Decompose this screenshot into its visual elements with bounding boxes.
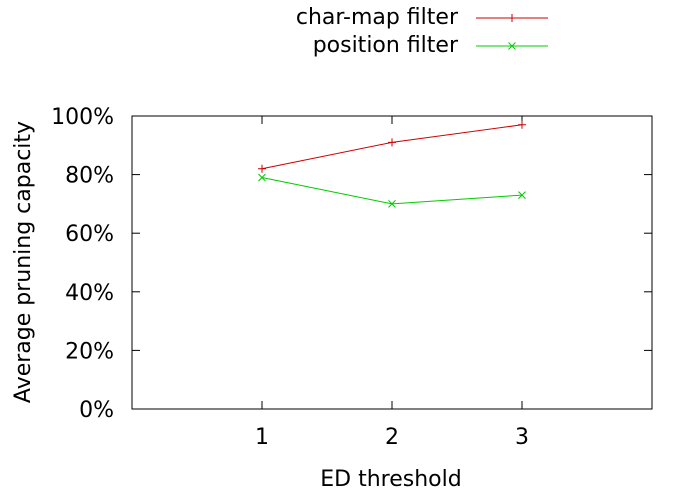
data-point-0 [388,138,396,147]
legend-label-char-map: char-map filter [296,5,459,30]
legend-marker-0 [508,14,516,22]
y-tick-label: 0% [79,398,114,423]
y-tick-label: 20% [65,339,114,364]
y-tick-label: 100% [51,105,114,130]
series-lines [258,120,526,208]
plot-frame [131,115,653,410]
legend-marker-1 [508,42,516,50]
data-point-0 [258,164,266,173]
y-tick-label: 40% [65,281,114,306]
legend-label-position: position filter [313,33,459,58]
y-tick-label: 60% [65,222,114,247]
data-point-1 [258,173,266,182]
data-point-0 [518,120,526,129]
y-axis-label: Average pruning capacity [11,121,36,403]
series-line-1 [261,177,523,205]
data-point-1 [388,200,396,208]
plot-border [131,115,653,410]
legend: char-map filter position filter [296,5,548,58]
x-axis-label: ED threshold [320,467,461,492]
x-axis-ticks: 1 2 3 [255,116,529,450]
y-axis-ticks: 0% 20% 40% 60% 80% 100% [51,105,652,423]
y-tick-label: 80% [65,164,114,189]
x-tick-label: 3 [515,425,529,450]
x-tick-label: 1 [255,425,269,450]
x-tick-label: 2 [385,425,399,450]
series-line-0 [261,124,523,170]
data-point-1 [518,191,526,199]
